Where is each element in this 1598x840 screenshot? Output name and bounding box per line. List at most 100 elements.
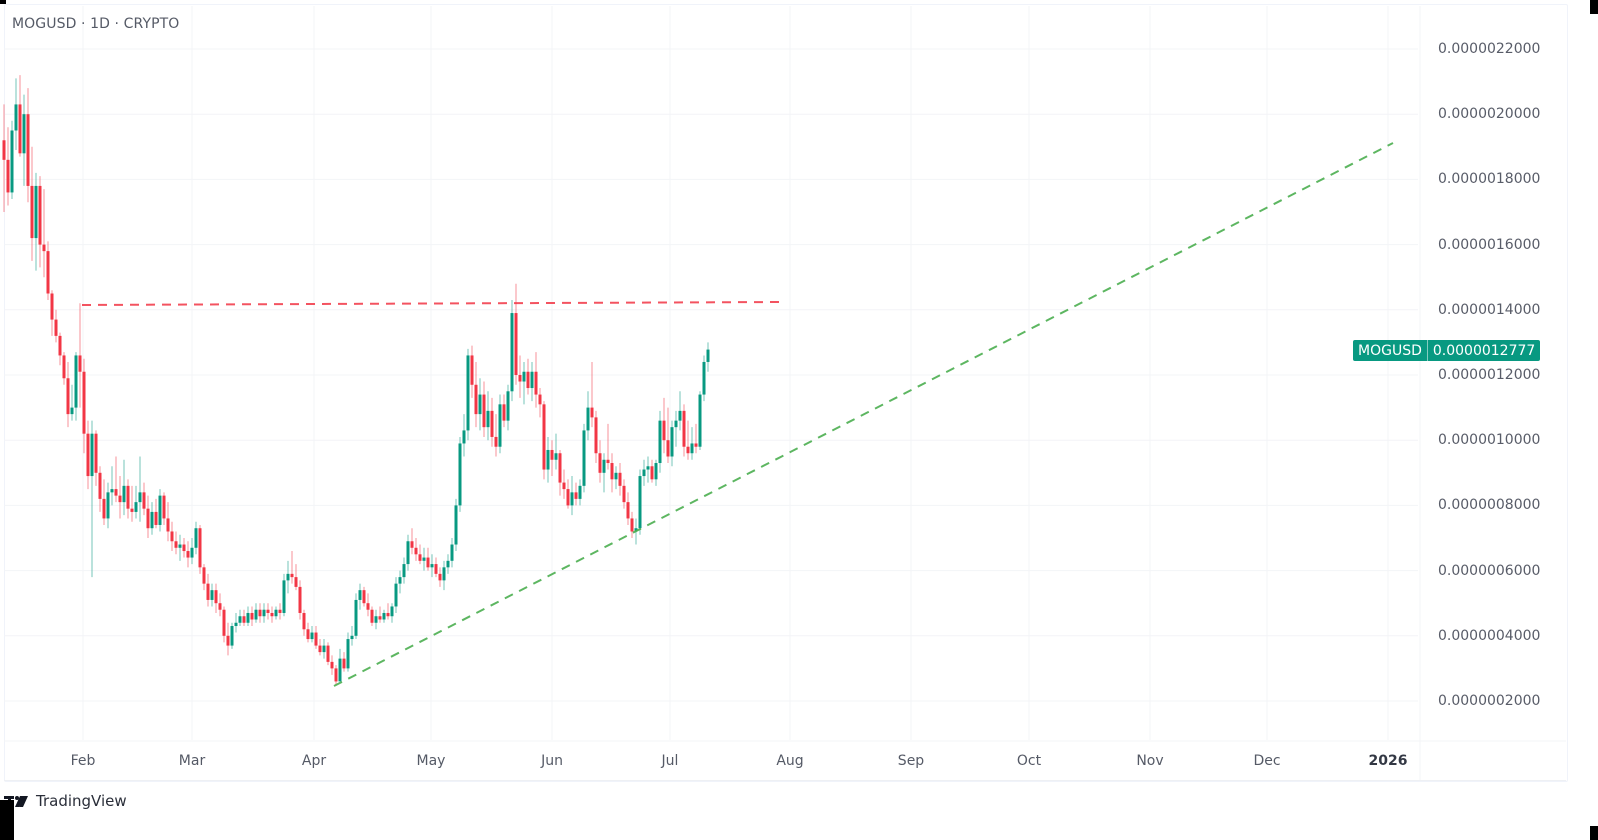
candle	[486, 391, 490, 441]
candle	[374, 609, 378, 630]
candle	[226, 622, 230, 656]
candle	[390, 603, 394, 623]
candle	[130, 485, 134, 522]
candle	[218, 593, 222, 617]
candle	[406, 534, 410, 571]
candle	[682, 404, 686, 457]
candle	[646, 456, 650, 483]
candle	[238, 609, 242, 627]
time-axis-tick: Sep	[897, 753, 925, 769]
candle	[126, 479, 130, 519]
candle	[190, 538, 194, 565]
candle	[446, 554, 450, 574]
candle	[154, 498, 158, 529]
candle	[274, 606, 278, 620]
candle	[658, 410, 662, 473]
candle	[618, 463, 622, 496]
candle	[310, 626, 314, 643]
candle	[138, 456, 142, 522]
candle	[30, 146, 34, 261]
candle	[510, 300, 514, 402]
candle	[134, 485, 138, 519]
candle	[654, 459, 658, 486]
candle	[258, 603, 262, 623]
candle	[58, 332, 62, 366]
price-axis-tick: 0.0000002000	[1438, 693, 1541, 709]
candle	[286, 560, 290, 594]
time-axis-tick: Oct	[1016, 753, 1042, 769]
corner-artifact-tr	[1590, 0, 1598, 14]
candle	[466, 348, 470, 441]
candle	[394, 577, 398, 613]
candle	[522, 361, 526, 405]
candle	[330, 655, 334, 675]
candle	[322, 639, 326, 659]
candle	[334, 665, 338, 685]
candle	[290, 551, 294, 584]
candle	[182, 538, 186, 558]
candle	[430, 554, 434, 578]
candle	[550, 440, 554, 477]
candle	[558, 449, 562, 496]
candle	[650, 459, 654, 483]
candle	[578, 479, 582, 506]
candle	[630, 511, 634, 538]
candle	[302, 609, 306, 636]
tradingview-branding[interactable]: TradingView	[4, 792, 127, 810]
price-tag-value: 0.0000012777	[1432, 342, 1536, 359]
candle	[586, 391, 590, 441]
candle	[170, 521, 174, 552]
candle	[426, 547, 430, 571]
candle	[50, 290, 54, 336]
candle	[706, 342, 710, 372]
candle	[490, 397, 494, 447]
candle	[414, 538, 418, 561]
candle	[574, 482, 578, 506]
grid-lines	[4, 6, 1566, 780]
time-axis-tick: Mar	[178, 753, 206, 769]
candle	[542, 401, 546, 480]
candle	[14, 78, 18, 151]
candle	[642, 459, 646, 486]
candle	[178, 534, 182, 561]
time-axis-tick: Nov	[1136, 753, 1164, 769]
price-axis-tick: 0.0000010000	[1438, 432, 1541, 449]
candle	[462, 414, 466, 457]
candle	[2, 104, 6, 212]
candle	[382, 609, 386, 623]
candle	[18, 75, 22, 157]
candle	[358, 583, 362, 610]
time-axis-tick: May	[416, 753, 446, 769]
candle	[538, 388, 542, 418]
candle	[502, 394, 506, 428]
time-axis-tick: Jun	[541, 753, 563, 769]
price-axis-tick: 0.0000022000	[1438, 41, 1541, 57]
chart-frame	[4, 4, 1568, 782]
price-axis-tick: 0.0000008000	[1438, 497, 1541, 514]
tradingview-label: TradingView	[36, 792, 127, 810]
candle	[74, 352, 78, 421]
candle	[610, 453, 614, 493]
candle	[118, 476, 122, 519]
candle	[90, 420, 94, 578]
time-axis-tick: Aug	[776, 753, 804, 769]
candle	[42, 189, 46, 278]
candle	[278, 603, 282, 620]
candle	[494, 414, 498, 457]
candle	[398, 570, 402, 594]
candle	[418, 544, 422, 565]
candle	[142, 482, 146, 516]
candle	[590, 361, 594, 428]
candle	[554, 433, 558, 470]
candle	[534, 352, 538, 408]
time-axis-tick: Feb	[70, 753, 96, 769]
price-axis-tick: 0.0000004000	[1438, 627, 1541, 644]
candle	[110, 466, 114, 506]
symbol-title[interactable]: MOGUSD · 1D · CRYPTO	[12, 16, 180, 32]
candle	[614, 466, 618, 490]
candle	[234, 612, 238, 633]
candle	[194, 521, 198, 555]
candle	[450, 538, 454, 568]
candle	[150, 502, 154, 535]
